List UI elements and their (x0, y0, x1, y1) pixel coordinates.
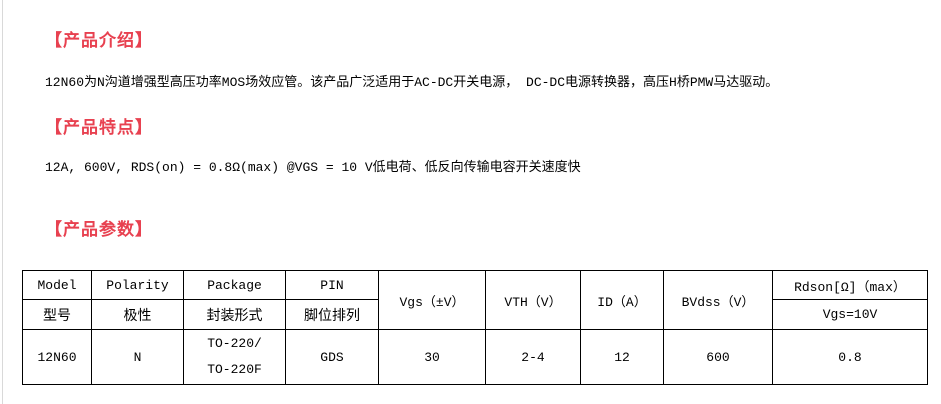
cell-rdson: 0.8 (772, 329, 928, 385)
section-heading-intro: 【产品介绍】 (45, 33, 153, 52)
cell-polarity: N (91, 329, 184, 385)
header-pin-cn: 脚位排列 (285, 299, 379, 330)
cell-bvdss: 600 (663, 329, 773, 385)
parameters-table: Model Polarity Package PIN Vgs（±V） VTH（V… (22, 270, 928, 385)
table-header-row-en: Model Polarity Package PIN Vgs（±V） VTH（V… (22, 270, 928, 330)
header-bvdss: BVdss（V） (663, 270, 773, 330)
header-model-en: Model (22, 270, 92, 300)
cell-vgs: 30 (378, 329, 486, 385)
cell-id: 12 (580, 329, 664, 385)
cell-package-line2: TO-220F (207, 362, 262, 377)
cell-model: 12N60 (22, 329, 92, 385)
page-left-rule (2, 0, 3, 404)
cell-vth: 2-4 (485, 329, 581, 385)
header-polarity-cn: 极性 (91, 299, 184, 330)
section-heading-features: 【产品特点】 (45, 120, 153, 139)
header-vth: VTH（V） (485, 270, 581, 330)
header-model-cn: 型号 (22, 299, 92, 330)
cell-package: TO-220/ TO-220F (183, 329, 286, 385)
header-vgs: Vgs（±V） (378, 270, 486, 330)
intro-paragraph: 12N60为N沟道增强型高压功率MOS场效应管。该产品广泛适用于AC-DC开关电… (45, 75, 779, 90)
cell-package-line1: TO-220/ (207, 336, 262, 351)
header-package-en: Package (183, 270, 286, 300)
header-rdson-condition: Vgs=10V (772, 299, 928, 330)
header-rdson: Rdson[Ω]（max） (772, 270, 928, 300)
features-paragraph: 12A, 600V, RDS(on) = 0.8Ω(max) @VGS = 10… (45, 160, 581, 175)
header-package-cn: 封装形式 (183, 299, 286, 330)
section-heading-params: 【产品参数】 (45, 222, 153, 241)
header-id: ID（A） (580, 270, 664, 330)
cell-pin: GDS (285, 329, 379, 385)
header-polarity-en: Polarity (91, 270, 184, 300)
header-pin-en: PIN (285, 270, 379, 300)
table-header-row-cn: 型号 极性 封装形式 脚位排列 Vgs=10V (22, 299, 928, 330)
table-data-row: 12N60 N TO-220/ TO-220F GDS 30 2-4 12 60… (22, 329, 928, 385)
